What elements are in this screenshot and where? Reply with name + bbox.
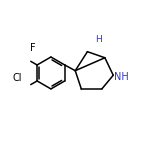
Text: F: F (30, 43, 36, 53)
Text: Cl: Cl (13, 73, 22, 83)
Text: NH: NH (114, 72, 129, 82)
Text: H: H (95, 35, 101, 44)
